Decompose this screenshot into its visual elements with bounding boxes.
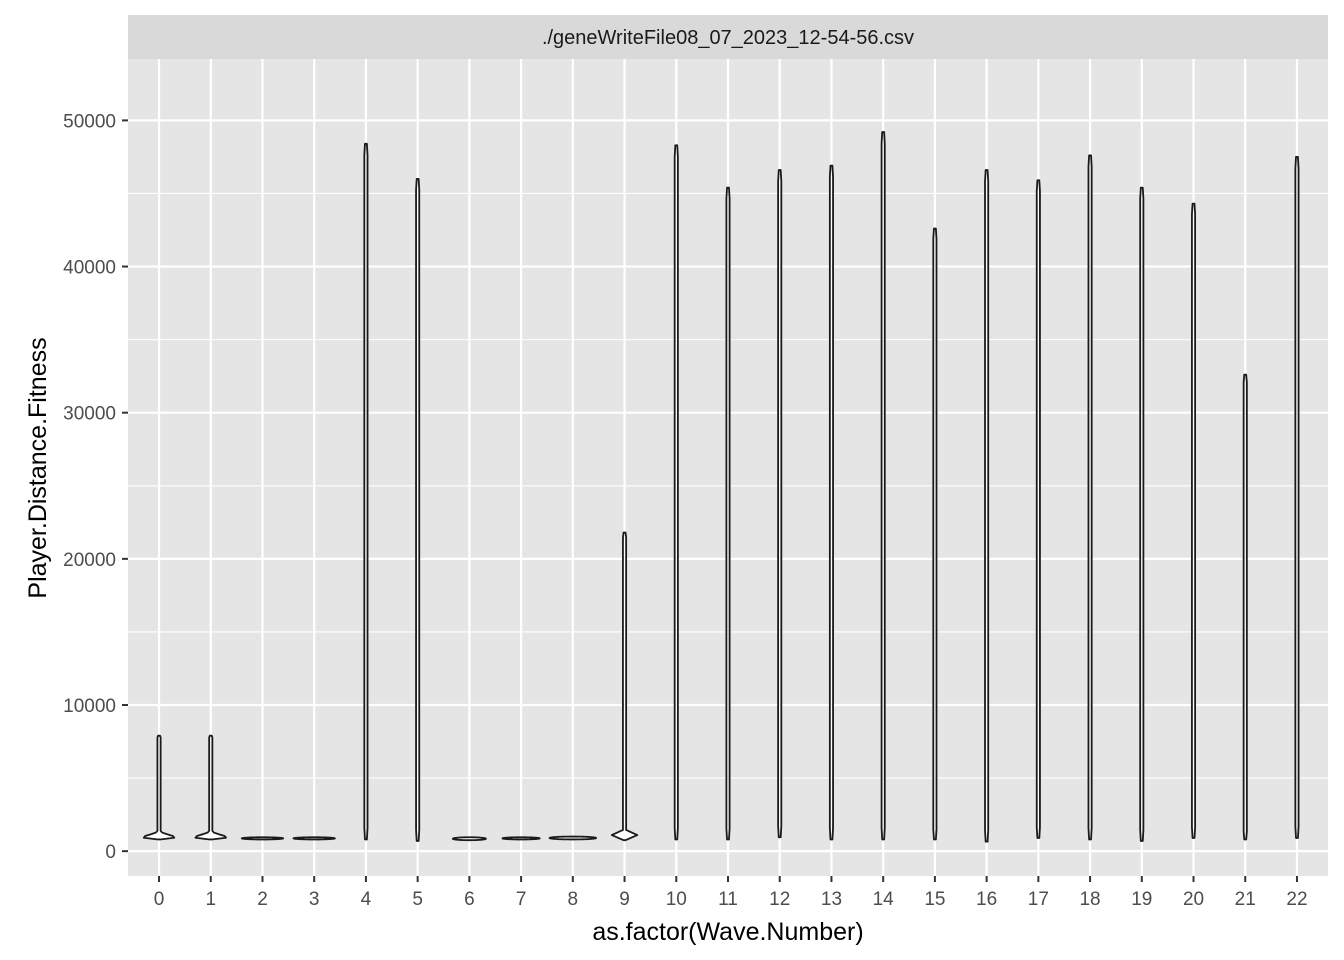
violin-2 [240, 836, 285, 841]
violin-18 [1087, 154, 1093, 841]
violin-20 [1191, 202, 1197, 839]
y-axis-title: Player.Distance.Fitness [24, 337, 52, 598]
x-axis-ticks: 0 1 2 3 4 5 6 7 8 9 10 11 12 13 14 15 16 17 18 19 20 21 22 [154, 876, 1308, 910]
violin-10 [673, 144, 679, 841]
x-tick-label: 1 [205, 889, 216, 910]
violin-19 [1139, 186, 1145, 842]
x-tick-label: 8 [568, 889, 579, 910]
violin-1 [194, 734, 227, 841]
violin-22 [1294, 156, 1300, 839]
x-tick-label: 7 [516, 889, 527, 910]
violin-14 [880, 131, 886, 841]
x-tick-label: 4 [361, 889, 372, 910]
x-tick-label: 10 [666, 889, 687, 910]
y-tick-label: 20000 [63, 550, 116, 571]
facet-strip [128, 15, 1328, 59]
violin-13 [828, 164, 834, 841]
violin-11 [725, 186, 731, 841]
violin-9 [610, 531, 639, 842]
facet-title: ./geneWriteFile08_07_2023_12-54-56.csv [542, 27, 914, 49]
violin-5 [415, 177, 421, 842]
violin-17 [1035, 179, 1041, 839]
x-tick-label: 21 [1235, 889, 1256, 910]
violin-16 [984, 169, 990, 843]
x-axis-title: as.factor(Wave.Number) [592, 918, 863, 946]
x-tick-label: 13 [821, 889, 842, 910]
y-tick-label: 0 [105, 842, 116, 863]
x-tick-label: 6 [464, 889, 475, 910]
x-tick-label: 18 [1079, 889, 1100, 910]
x-tick-label: 12 [769, 889, 790, 910]
violin-8 [548, 835, 597, 841]
violin-12 [777, 169, 783, 839]
x-tick-label: 9 [619, 889, 630, 910]
violin-0 [142, 734, 176, 841]
y-tick-label: 30000 [63, 404, 116, 425]
violin-3 [292, 836, 336, 841]
x-tick-label: 5 [412, 889, 423, 910]
x-tick-label: 15 [924, 889, 945, 910]
violin-21 [1242, 373, 1248, 841]
y-tick-label: 50000 [63, 111, 116, 132]
x-tick-label: 14 [873, 889, 895, 910]
x-tick-label: 3 [309, 889, 320, 910]
x-tick-label: 19 [1131, 889, 1152, 910]
violin-7 [501, 836, 541, 841]
violin-15 [932, 227, 938, 841]
violin-6 [451, 836, 487, 842]
violin-series [142, 131, 1300, 843]
y-tick-label: 10000 [63, 696, 116, 717]
x-tick-label: 2 [257, 889, 268, 910]
y-axis-ticks: 0 10000 20000 30000 40000 50000 [63, 111, 128, 863]
x-tick-label: 0 [154, 889, 165, 910]
x-tick-label: 22 [1286, 889, 1307, 910]
violin-4 [363, 142, 369, 841]
x-tick-label: 16 [976, 889, 997, 910]
x-tick-label: 20 [1183, 889, 1204, 910]
x-tick-label: 17 [1028, 889, 1049, 910]
y-tick-label: 40000 [63, 258, 116, 279]
x-tick-label: 11 [718, 889, 738, 910]
